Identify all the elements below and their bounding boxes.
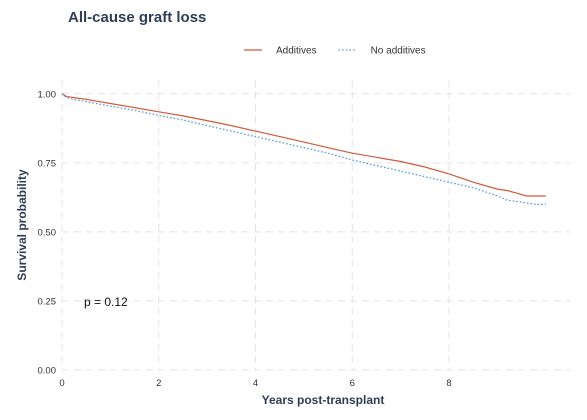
x-tick-label: 4 [253,378,258,389]
series-layer [61,93,546,205]
series-line-no-additives [61,93,546,205]
x-tick-label: 0 [59,378,64,389]
y-tick-label: 1.00 [38,89,57,100]
y-tick-label: 0.50 [38,227,57,238]
y-tick-label: 0.75 [38,158,57,169]
x-axis-ticks: 0 2 4 6 8 [59,378,451,389]
chart-title: All-cause graft loss [68,9,206,26]
y-tick-label: 0.00 [38,366,57,377]
x-tick-label: 6 [350,378,355,389]
y-tick-label: 0.25 [38,296,57,307]
x-tick-label: 2 [156,378,161,389]
gridlines [61,80,570,371]
legend: Additives No additives [244,46,426,57]
x-axis-title: Years post-transplant [262,393,385,407]
series-line-additives [61,93,546,197]
y-axis-ticks: 0.00 0.25 0.50 0.75 1.00 [38,89,57,376]
y-axis-title: Survival probability [15,169,29,281]
p-value-annotation: p = 0.12 [84,295,128,309]
legend-label-no-additives: No additives [371,46,426,57]
legend-label-additives: Additives [276,46,317,57]
x-tick-label: 8 [446,378,451,389]
